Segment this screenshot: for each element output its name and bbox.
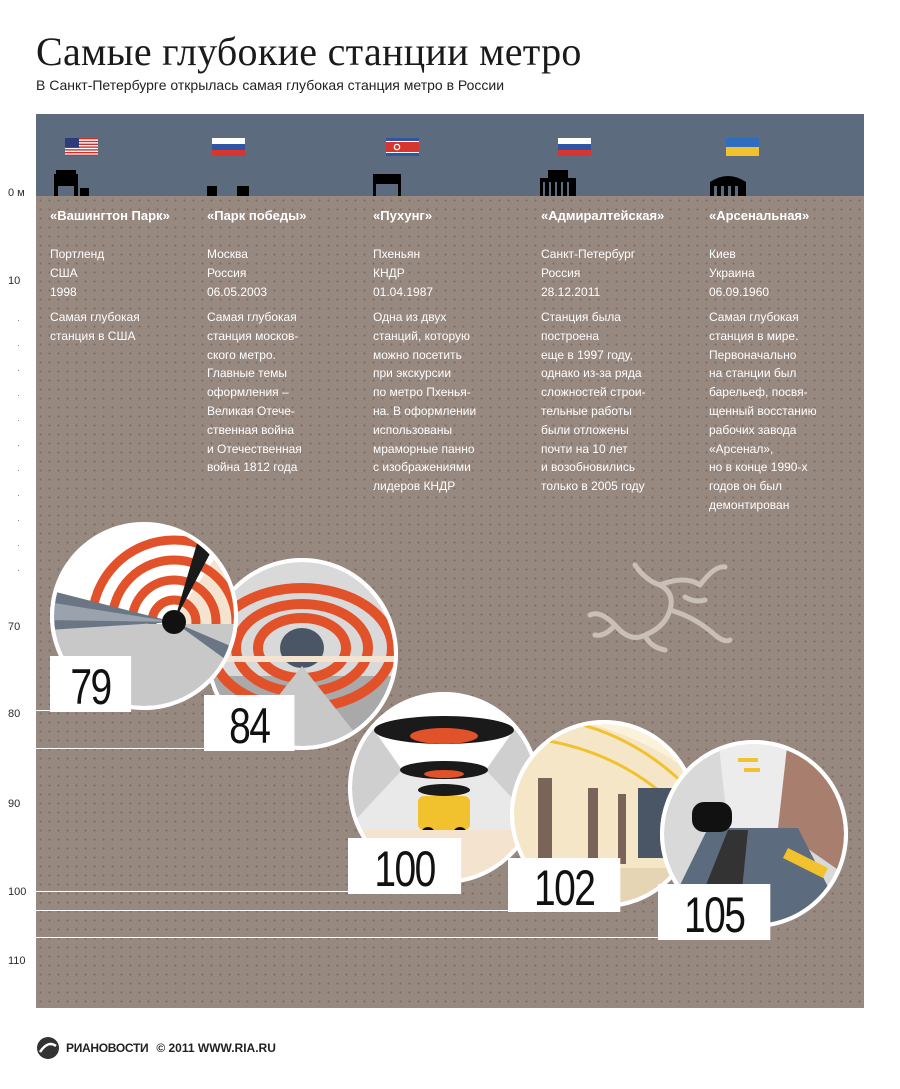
scale-tick [18, 495, 19, 496]
station-info: Киев Украина 06.09.1960 [709, 245, 769, 302]
russia-flag-icon [558, 138, 591, 156]
page-subtitle: В Санкт-Петербурге открылась самая глубо… [36, 77, 505, 93]
ukraine-flag-icon [726, 138, 759, 156]
scale-tick [18, 420, 19, 421]
station-city: Москва [207, 247, 248, 261]
depth-label-10: 10 [8, 275, 21, 287]
crack-decoration [587, 562, 733, 653]
building-icon [710, 176, 746, 196]
station-city: Киев [709, 247, 736, 261]
depth-label-70: 70 [8, 621, 21, 633]
station-date: 28.12.2011 [541, 285, 601, 299]
station-description: Самая глубокая станция в мире. Первонача… [709, 310, 817, 512]
station-country: Россия [541, 266, 581, 280]
station-date: 1998 [50, 285, 77, 299]
scale-tick [18, 570, 19, 571]
depth-line [36, 937, 671, 938]
depth-badge: 79 [50, 656, 132, 715]
station-country: США [50, 266, 78, 280]
station-description: Одна из двух станций, которую можно посе… [373, 310, 477, 494]
depth-label-0: 0 м [8, 187, 25, 199]
station-country: Россия [207, 266, 247, 280]
russia-flag-icon [212, 138, 245, 156]
station-name: «Пухунг» [373, 208, 433, 223]
scale-tick [18, 320, 19, 321]
station-description: Станция была построена еще в 1997 году, … [541, 310, 646, 494]
north-korea-flag-icon [386, 138, 419, 156]
station-name: «Адмиралтейская» [541, 208, 665, 223]
station-city: Пхеньян [373, 247, 421, 261]
depth-line [36, 891, 361, 892]
scale-tick [18, 395, 19, 396]
station-info: Портленд США 1998 [50, 245, 104, 302]
scale-tick [18, 370, 19, 371]
station-info: Санкт-Петербург Россия 28.12.2011 [541, 245, 635, 302]
ria-logo-icon [37, 1037, 59, 1059]
footer: РИАНОВОСТИ © 2011 WWW.RIA.RU [36, 1036, 276, 1060]
scale-tick [18, 520, 19, 521]
station-description: Самая глубокая станция в США [50, 310, 140, 343]
depth-label-110: 110 [8, 955, 26, 967]
scale-tick [18, 545, 19, 546]
station-name: «Парк победы» [207, 208, 307, 223]
station-date: 06.09.1960 [709, 285, 770, 299]
building-icon [373, 174, 401, 196]
scale-tick [18, 445, 19, 446]
station-name: «Арсенальная» [709, 208, 810, 223]
depth-badge: 102 [508, 858, 621, 916]
depth-badge: 100 [348, 838, 462, 897]
copyright: © 2011 WWW.RIA.RU [156, 1041, 276, 1055]
building-icon [54, 170, 89, 196]
brand-name: РИАНОВОСТИ [66, 1041, 149, 1055]
depth-line [36, 910, 521, 911]
station-illustration [660, 740, 848, 928]
page-title: Самые глубокие станции метро [36, 29, 582, 74]
station-city: Санкт-Петербург [541, 247, 636, 261]
station-city: Портленд [50, 247, 105, 261]
station-date: 06.05.2003 [207, 285, 268, 299]
depth-badge: 84 [204, 695, 295, 754]
depth-badge: 105 [658, 884, 771, 943]
depth-line [36, 748, 214, 749]
depth-label-90: 90 [8, 798, 21, 810]
usa-flag-icon [65, 138, 98, 156]
station-description: Самая глубокая станция москов- ского мет… [207, 310, 302, 475]
station-info: Пхеньян КНДР 01.04.1987 [373, 245, 433, 302]
station-country: КНДР [373, 266, 405, 280]
station-name: «Вашингтон Парк» [50, 208, 170, 223]
building-icon [540, 170, 576, 196]
station-info: Москва Россия 06.05.2003 [207, 245, 267, 302]
depth-label-100: 100 [8, 886, 27, 898]
station-country: Украина [709, 266, 755, 280]
building-icon [207, 186, 249, 196]
station-date: 01.04.1987 [373, 285, 434, 299]
scale-tick [18, 345, 19, 346]
depth-label-80: 80 [8, 708, 21, 720]
scale-tick [18, 470, 19, 471]
